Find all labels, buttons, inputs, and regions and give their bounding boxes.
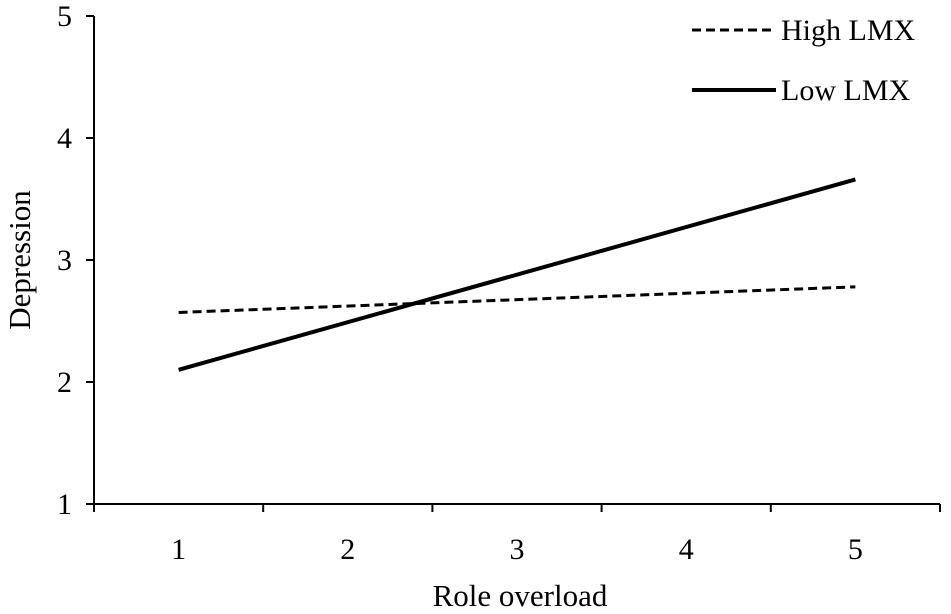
legend-label-low-lmx: Low LMX — [781, 74, 910, 107]
y-tick-label: 1 — [57, 488, 72, 521]
y-tick-label: 3 — [57, 244, 72, 277]
y-tick-label: 5 — [57, 0, 72, 33]
x-axis-title: Role overload — [433, 578, 608, 613]
x-tick-label: 5 — [848, 533, 863, 566]
x-ticks: 1 2 3 4 5 — [93, 504, 941, 566]
y-tick-label: 4 — [57, 122, 72, 155]
series-lines — [178, 177, 856, 372]
y-ticks: 1 2 3 4 5 — [57, 0, 94, 521]
x-tick-label: 2 — [340, 533, 355, 566]
series-line-high-lmx — [178, 285, 856, 314]
series-line-low-lmx — [178, 177, 856, 372]
y-tick-label: 2 — [57, 366, 72, 399]
x-tick-label: 4 — [679, 533, 694, 566]
x-tick-label: 1 — [171, 533, 186, 566]
legend: High LMX Low LMX — [692, 14, 916, 107]
x-tick-label: 3 — [510, 533, 525, 566]
y-axis-title: Depression — [2, 190, 37, 330]
legend-label-high-lmx: High LMX — [781, 14, 916, 47]
